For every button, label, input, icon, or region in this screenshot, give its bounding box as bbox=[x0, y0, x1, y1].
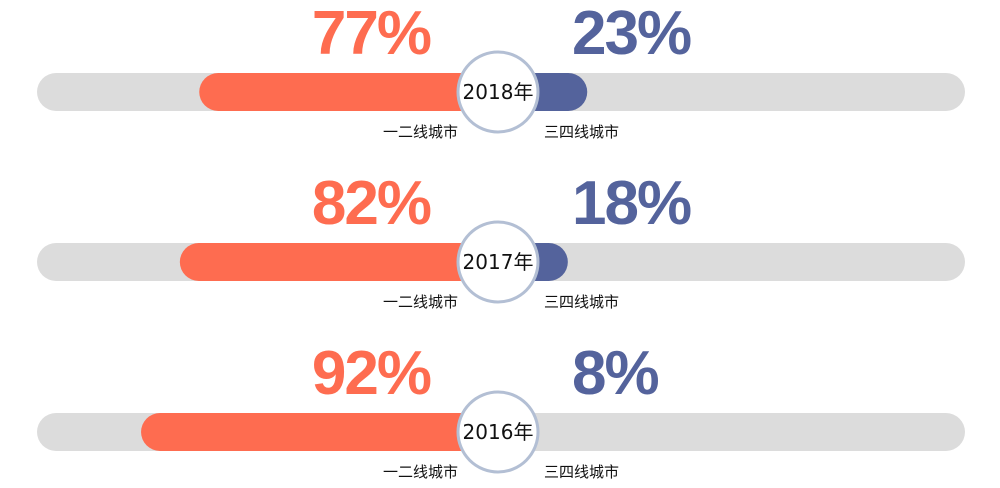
value-label-tier34: 8% bbox=[572, 339, 658, 408]
year-label: 2018年 bbox=[463, 80, 534, 104]
bar-tier12-2017年 bbox=[179, 243, 503, 281]
series-label-tier34: 三四线城市 bbox=[544, 463, 619, 481]
value-label-tier12: 82% bbox=[312, 169, 431, 238]
series-label-tier12: 一二线城市 bbox=[383, 293, 458, 311]
year-label: 2016年 bbox=[463, 420, 534, 444]
bar-tier12-2018年 bbox=[199, 73, 504, 111]
value-label-tier34: 18% bbox=[572, 169, 691, 238]
year-circle bbox=[456, 390, 540, 474]
year-circle bbox=[456, 50, 540, 134]
series-label-tier12: 一二线城市 bbox=[383, 463, 458, 481]
value-label-tier12: 77% bbox=[312, 0, 431, 68]
bar-tier12-2016年 bbox=[141, 413, 504, 451]
series-label-tier34: 三四线城市 bbox=[544, 123, 619, 141]
series-label-tier34: 三四线城市 bbox=[544, 293, 619, 311]
year-label: 2017年 bbox=[463, 250, 534, 274]
value-label-tier12: 92% bbox=[312, 339, 431, 408]
value-label-tier34: 23% bbox=[572, 0, 691, 68]
series-label-tier12: 一二线城市 bbox=[383, 123, 458, 141]
year-circle bbox=[456, 220, 540, 304]
